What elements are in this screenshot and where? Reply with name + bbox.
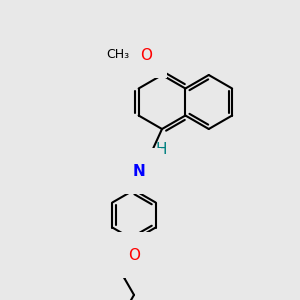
Text: H: H <box>155 142 167 158</box>
Text: O: O <box>128 248 140 262</box>
Text: N: N <box>133 164 146 178</box>
Text: CH₃: CH₃ <box>106 47 130 61</box>
Text: O: O <box>140 47 152 62</box>
